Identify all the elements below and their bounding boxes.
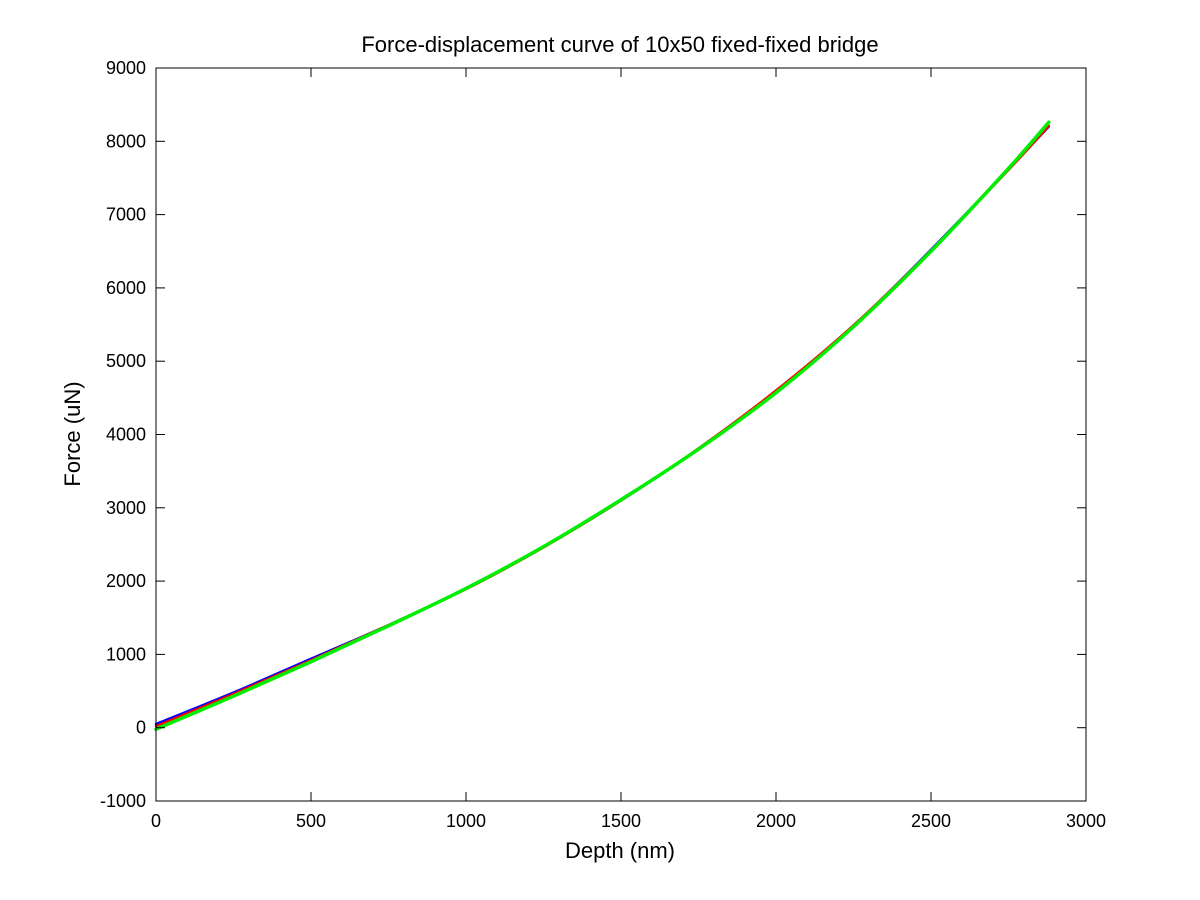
- x-tick-label: 1500: [601, 811, 641, 831]
- y-tick-label: 6000: [106, 278, 146, 298]
- y-tick-label: 0: [136, 718, 146, 738]
- y-axis-label: Force (uN): [60, 381, 85, 486]
- chart-title: Force-displacement curve of 10x50 fixed-…: [361, 32, 878, 57]
- x-tick-label: 500: [296, 811, 326, 831]
- y-tick-label: 2000: [106, 571, 146, 591]
- x-tick-label: 3000: [1066, 811, 1106, 831]
- y-tick-label: 7000: [106, 205, 146, 225]
- plot-area: 0 500 1000 1500 2000 2500 3000-100001000200030…: [100, 58, 1106, 831]
- x-axis-label: Depth (nm): [565, 838, 675, 863]
- x-tick-label: 2000: [756, 811, 796, 831]
- series-line-3: [154, 120, 1051, 731]
- x-tick-label: 0: [151, 811, 161, 831]
- x-tick-label: 1000: [446, 811, 486, 831]
- y-tick-label: 1000: [106, 644, 146, 664]
- y-tick-label: 4000: [106, 425, 146, 445]
- y-tick-label: -1000: [100, 791, 146, 811]
- y-tick-label: 5000: [106, 351, 146, 371]
- x-tick-label: 2500: [911, 811, 951, 831]
- y-tick-label: 8000: [106, 131, 146, 151]
- y-tick-label: 3000: [106, 498, 146, 518]
- y-tick-label: 9000: [106, 58, 146, 78]
